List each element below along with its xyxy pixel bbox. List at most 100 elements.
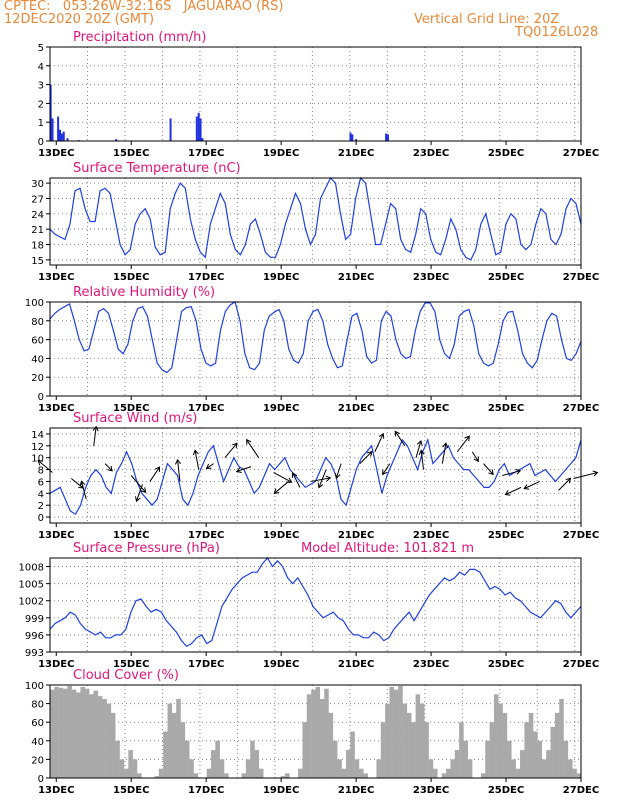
cloud-bar bbox=[315, 686, 321, 778]
cloud-bar bbox=[67, 685, 72, 778]
cloud-bar bbox=[354, 759, 360, 778]
cloud-bar bbox=[328, 712, 334, 778]
panel-frame bbox=[49, 301, 582, 397]
x-tick-label: 13DEC bbox=[38, 272, 74, 283]
panel-3: 0 20 40 60 80 100 13DEC 15DEC 17DEC 19DEC 21DEC 23D… bbox=[25, 285, 599, 414]
cloud-bar bbox=[89, 694, 94, 778]
x-tick-label: 15DEC bbox=[113, 530, 149, 541]
precip-bar bbox=[115, 139, 118, 141]
x-tick-label: 25DEC bbox=[488, 272, 524, 283]
panel-frame bbox=[49, 427, 582, 524]
cloud-bar bbox=[411, 722, 416, 778]
x-tick-label: 15DEC bbox=[113, 148, 149, 159]
y-tick-label: 80 bbox=[31, 700, 44, 711]
y-tick-label: 21 bbox=[31, 225, 44, 236]
series-line bbox=[49, 301, 582, 374]
panel-title: Surface Pressure (hPa) bbox=[73, 541, 220, 556]
x-tick-label: 25DEC bbox=[488, 659, 524, 670]
wind-arrowhead bbox=[334, 473, 341, 479]
wind-arrowhead bbox=[92, 425, 99, 432]
y-tick-label: 3 bbox=[38, 81, 44, 92]
wind-arrowhead bbox=[565, 477, 572, 484]
cloud-bar bbox=[80, 686, 86, 778]
cloud-bar bbox=[215, 740, 220, 778]
x-tick-label: 13DEC bbox=[38, 148, 74, 159]
cloud-bar bbox=[520, 750, 525, 778]
wind-arrowhead bbox=[504, 490, 511, 496]
x-tick-label: 17DEC bbox=[188, 272, 224, 283]
y-tick-label: 40 bbox=[31, 354, 44, 365]
cloud-bar bbox=[245, 759, 251, 778]
precip-bar bbox=[66, 138, 69, 141]
wind-arrowhead bbox=[366, 450, 373, 457]
y-tick-label: 0 bbox=[38, 513, 44, 524]
cloud-bar bbox=[537, 740, 543, 778]
x-tick-label: 25DEC bbox=[488, 148, 524, 159]
cloud-bar bbox=[119, 759, 125, 778]
cloud-bar bbox=[154, 776, 160, 778]
wind-vector bbox=[415, 440, 422, 458]
wind-vector bbox=[318, 469, 327, 488]
cloud-bar bbox=[546, 750, 551, 778]
cloud-bar bbox=[241, 773, 247, 778]
cloud-bar bbox=[567, 759, 573, 778]
panel-title: Relative Humidity (%) bbox=[73, 285, 215, 300]
wind-arrowhead bbox=[464, 435, 470, 442]
x-tick-label: 23DEC bbox=[413, 785, 449, 796]
cloud-bar bbox=[71, 689, 77, 778]
x-tick-label: 15DEC bbox=[113, 272, 149, 283]
x-tick-label: 23DEC bbox=[413, 403, 449, 414]
wind-arrowhead bbox=[416, 439, 423, 446]
x-tick-label: 23DEC bbox=[413, 272, 449, 283]
x-tick-label: 19DEC bbox=[263, 785, 299, 796]
cloud-bar bbox=[498, 703, 503, 778]
cloud-bar bbox=[485, 740, 490, 778]
header-code: TQ0126L028 bbox=[515, 25, 599, 40]
wind-vector bbox=[236, 466, 252, 472]
x-tick-label: 17DEC bbox=[188, 785, 224, 796]
y-tick-label: 30 bbox=[31, 179, 44, 190]
y-tick-label: 996 bbox=[25, 631, 44, 642]
y-tick-label: 24 bbox=[31, 210, 44, 221]
precip-bar bbox=[197, 112, 200, 141]
cloud-bar bbox=[84, 688, 90, 778]
wind-vector bbox=[93, 426, 97, 446]
y-tick-label: 60 bbox=[31, 718, 44, 729]
wind-arrowhead bbox=[382, 469, 388, 476]
cloud-bar bbox=[106, 703, 112, 778]
precip-bar bbox=[199, 118, 202, 141]
wind-vector bbox=[558, 477, 571, 491]
cloud-bar bbox=[63, 688, 68, 778]
cloud-bar bbox=[345, 750, 351, 778]
y-tick-label: 60 bbox=[31, 336, 44, 347]
x-tick-label: 13DEC bbox=[38, 785, 74, 796]
wind-arrowhead bbox=[79, 480, 86, 487]
wind-vector bbox=[273, 472, 292, 483]
wind-vector bbox=[206, 463, 214, 469]
y-tick-label: 1008 bbox=[19, 563, 44, 574]
cloud-bar bbox=[454, 750, 460, 778]
panel-6: 0 20 40 60 80 100 13DEC 15DEC 17DEC 19DEC 21DEC 23D… bbox=[25, 668, 599, 796]
cloud-bar bbox=[306, 694, 312, 778]
cloud-bar bbox=[54, 686, 59, 778]
cloud-bar bbox=[428, 759, 434, 778]
x-tick-label: 17DEC bbox=[188, 659, 224, 670]
wind-vector bbox=[471, 451, 479, 462]
y-tick-label: 27 bbox=[31, 194, 44, 205]
x-tick-label: 19DEC bbox=[263, 659, 299, 670]
wind-arrowhead bbox=[515, 468, 522, 475]
x-tick-label: 13DEC bbox=[38, 530, 74, 541]
x-tick-label: 21DEC bbox=[338, 403, 374, 414]
wind-arrowhead bbox=[394, 430, 400, 437]
y-tick-label: 4 bbox=[38, 62, 44, 73]
cloud-bar bbox=[559, 698, 564, 778]
cloud-bar bbox=[285, 773, 290, 778]
wind-arrowhead bbox=[473, 456, 479, 463]
x-tick-label: 25DEC bbox=[488, 785, 524, 796]
cloud-bar bbox=[350, 731, 355, 778]
y-tick-label: 15 bbox=[31, 256, 44, 267]
wind-vector bbox=[505, 486, 522, 496]
wind-arrowhead bbox=[291, 472, 298, 478]
panel-frame bbox=[49, 46, 582, 142]
y-tick-label: 2 bbox=[38, 501, 44, 512]
